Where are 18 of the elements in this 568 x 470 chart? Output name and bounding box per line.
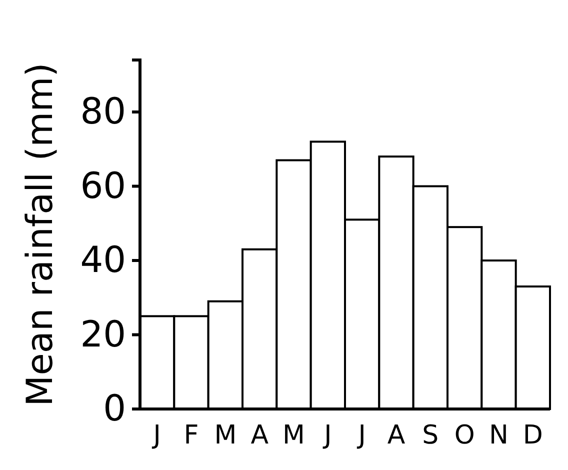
x-tick-label: J: [322, 420, 332, 450]
x-tick-label: M: [282, 420, 305, 450]
x-tick-label: A: [250, 420, 269, 450]
x-tick-label: D: [522, 420, 543, 450]
x-tick-label: S: [422, 420, 439, 450]
x-tick-label: J: [151, 420, 161, 450]
x-tick-label: J: [356, 420, 366, 450]
y-tick-label: 40: [80, 240, 126, 282]
y-tick-label: 0: [103, 388, 126, 430]
y-tick-label: 80: [80, 92, 126, 132]
x-tick-label: F: [184, 420, 199, 450]
y-axis-title: Mean rainfall (mm): [20, 62, 61, 406]
x-tick-label: A: [387, 420, 406, 450]
y-tick-label: 20: [80, 314, 126, 356]
x-tick-label: O: [454, 420, 475, 450]
y-tick-label: 60: [80, 166, 126, 207]
x-tick-label: N: [489, 420, 508, 450]
x-tick-label: M: [214, 420, 237, 450]
